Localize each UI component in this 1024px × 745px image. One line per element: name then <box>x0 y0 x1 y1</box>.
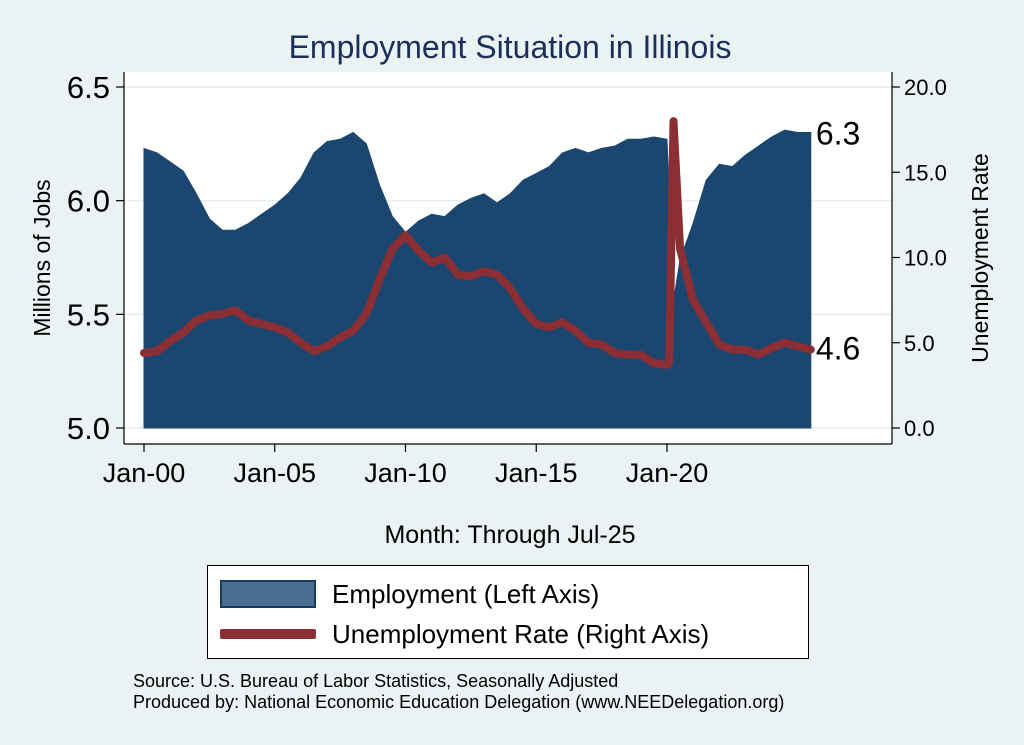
y-axis-right-label: Unemployment Rate <box>967 153 993 363</box>
y-right-tick-label-3: 15.0 <box>904 160 947 185</box>
employment-end-label: 6.3 <box>816 115 860 151</box>
y-left-tick-label-0: 5.0 <box>67 411 110 446</box>
y-right-tick-label-2: 10.0 <box>904 246 947 271</box>
legend-item-unemployment: Unemployment Rate (Right Axis) <box>220 616 709 652</box>
legend-label-employment: Employment (Left Axis) <box>332 578 600 609</box>
x-axis-label: Month: Through Jul-25 <box>384 521 635 549</box>
source-line: Source: U.S. Bureau of Labor Statistics,… <box>133 671 619 691</box>
unemployment-end-label: 4.6 <box>816 331 860 367</box>
unemployment-series: 6.3 4.6 <box>140 115 860 369</box>
x-tick-label-1: Jan-05 <box>233 458 316 488</box>
y-right-tick-label-4: 20.0 <box>904 75 947 100</box>
legend-swatch-unemployment <box>220 629 316 639</box>
unemployment-line <box>140 117 815 369</box>
produced-by-line: Produced by: National Economic Education… <box>133 692 785 712</box>
legend: Employment (Left Axis) Unemployment Rate… <box>207 565 809 659</box>
x-tick-label-2: Jan-10 <box>364 458 447 488</box>
y-left-tick-label-1: 5.5 <box>67 297 110 332</box>
x-tick-label-0: Jan-00 <box>103 458 186 488</box>
legend-label-unemployment: Unemployment Rate (Right Axis) <box>332 618 710 649</box>
x-tick-label-4: Jan-20 <box>626 458 709 488</box>
chart-title: Employment Situation in Illinois <box>289 29 732 65</box>
source-note: Source: U.S. Bureau of Labor Statistics,… <box>133 671 784 713</box>
legend-swatch-employment <box>220 580 316 608</box>
y-left-tick-label-2: 6.0 <box>67 184 110 219</box>
axes: 5.0 5.5 6.0 6.5 0.0 5.0 10.0 15.0 20.0 Jan-00 Jan-… <box>67 70 947 488</box>
y-left-tick-label-3: 6.5 <box>67 70 110 105</box>
y-right-tick-label-1: 5.0 <box>904 331 935 356</box>
x-tick-label-3: Jan-15 <box>495 458 578 488</box>
y-right-tick-label-0: 0.0 <box>904 416 935 441</box>
legend-item-employment: Employment (Left Axis) <box>220 576 599 612</box>
y-axis-left-label: Millions of Jobs <box>29 179 55 336</box>
